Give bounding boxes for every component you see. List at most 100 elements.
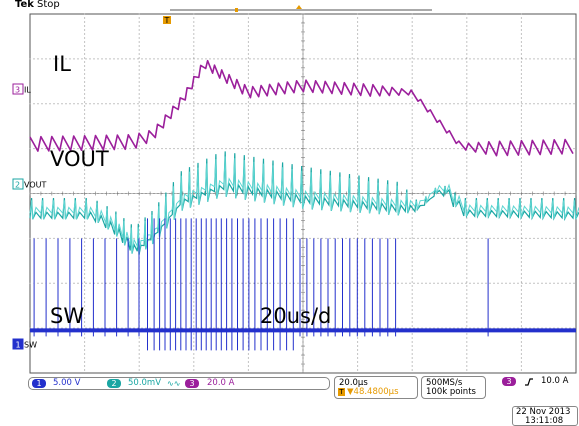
graticule-dot [193,189,195,191]
graticule-dot [29,58,31,60]
graticule-dot [257,282,259,284]
ch3-badge[interactable]: 3 [185,379,199,388]
graticule-dot [357,153,359,155]
graticule-dot [138,41,140,43]
graticule-dot [193,337,195,339]
graticule-dot [193,261,195,263]
graticule-dot [84,65,86,67]
ch3-marker[interactable]: 3 IL [12,83,31,95]
graticule-dot [466,205,468,207]
graticule-dot [153,58,155,60]
horizontal-settings-box[interactable]: 20.0µs T ▼48.4800µs [334,376,418,399]
graticule-dot [357,145,359,147]
graticule-dot [466,169,468,171]
graticule-dot [217,148,219,150]
graticule-dot [229,327,231,329]
graticule-dot [138,129,140,131]
graticule-dot [247,133,249,135]
graticule-dot [365,282,367,284]
graticule-dot [281,103,283,105]
graticule-dot [557,58,559,60]
graticule-dot [193,293,195,295]
graticule-dot [466,337,468,339]
graticule-dot [217,103,219,105]
graticule-dot [437,58,439,60]
graticule-dot [517,103,519,105]
graticule-dot [541,237,543,239]
graticule-dot [466,69,468,71]
graticule-dot [37,327,39,329]
graticule-dot [441,237,443,239]
graticule-dot [409,327,411,329]
graticule-dot [177,237,179,239]
ch2-marker[interactable]: 2 VOUT [12,178,46,190]
graticule-dot [541,282,543,284]
graticule-dot [469,327,471,329]
graticule-dot [173,58,175,60]
graticule-dot [109,282,111,284]
graticule-dot [73,282,75,284]
graticule-dot [397,327,399,329]
graticule-dot [573,237,575,239]
acquisition-box[interactable]: 500MS/s 100k points [421,376,486,399]
graticule-dot [377,58,379,60]
graticule-dot [193,53,195,55]
graticule-dot [473,237,475,239]
graticule-dot [277,58,279,60]
graticule-dot [465,58,467,60]
graticule-dot [245,282,247,284]
ch1-badge[interactable]: 1 [32,379,46,388]
graticule-dot [84,85,86,87]
graticule-dot [61,327,63,329]
graticule-dot [565,103,567,105]
graticule-dot [520,125,522,127]
graticule-dot [377,103,379,105]
graticule-dot [221,327,223,329]
graticule-dot [84,125,86,127]
graticule-dot [473,327,475,329]
graticule-dot [381,327,383,329]
graticule-dot [141,237,143,239]
graticule-dot [97,237,99,239]
graticule-dot [193,197,195,199]
graticule-dot [193,109,195,111]
rising-edge-icon [525,378,533,386]
graticule-dot [245,103,247,105]
graticule-dot [520,149,522,151]
graticule-dot [481,327,483,329]
graticule-dot [453,327,455,329]
graticule-dot [337,282,339,284]
graticule-dot [169,148,171,150]
trigger-box[interactable]: 3 10.0 A [497,376,576,387]
graticule-dot [449,58,451,60]
graticule-dot [411,17,413,19]
ch1-marker[interactable]: 1 SW [12,338,37,350]
graticule-dot [84,297,86,299]
graticule-dot [193,317,195,319]
graticule-dot [65,148,67,150]
graticule-dot [247,173,249,175]
graticule-dot [466,197,468,199]
graticule-dot [557,148,559,150]
graticule-dot [425,327,427,329]
graticule-dot [57,103,59,105]
graticule-dot [181,148,183,150]
graticule-dot [84,93,86,95]
graticule-dot [357,185,359,187]
vout-overlay-label: VOUT [50,147,109,171]
graticule-dot [466,241,468,243]
graticule-dot [85,148,87,150]
graticule-dot [466,125,468,127]
graticule-dot [201,148,203,150]
vertical-settings-box[interactable]: 1 5.00 V 2 50.0mV ∿∿ 3 20.0 A [28,377,330,390]
graticule-dot [193,225,195,227]
graticule-dot [357,225,359,227]
ch2-badge[interactable]: 2 [107,379,121,388]
graticule-dot [241,58,243,60]
graticule-dot [89,237,91,239]
graticule-dot [253,237,255,239]
graticule-dot [421,327,423,329]
graticule-dot [157,282,159,284]
graticule-dot [457,237,459,239]
graticule-dot [349,237,351,239]
